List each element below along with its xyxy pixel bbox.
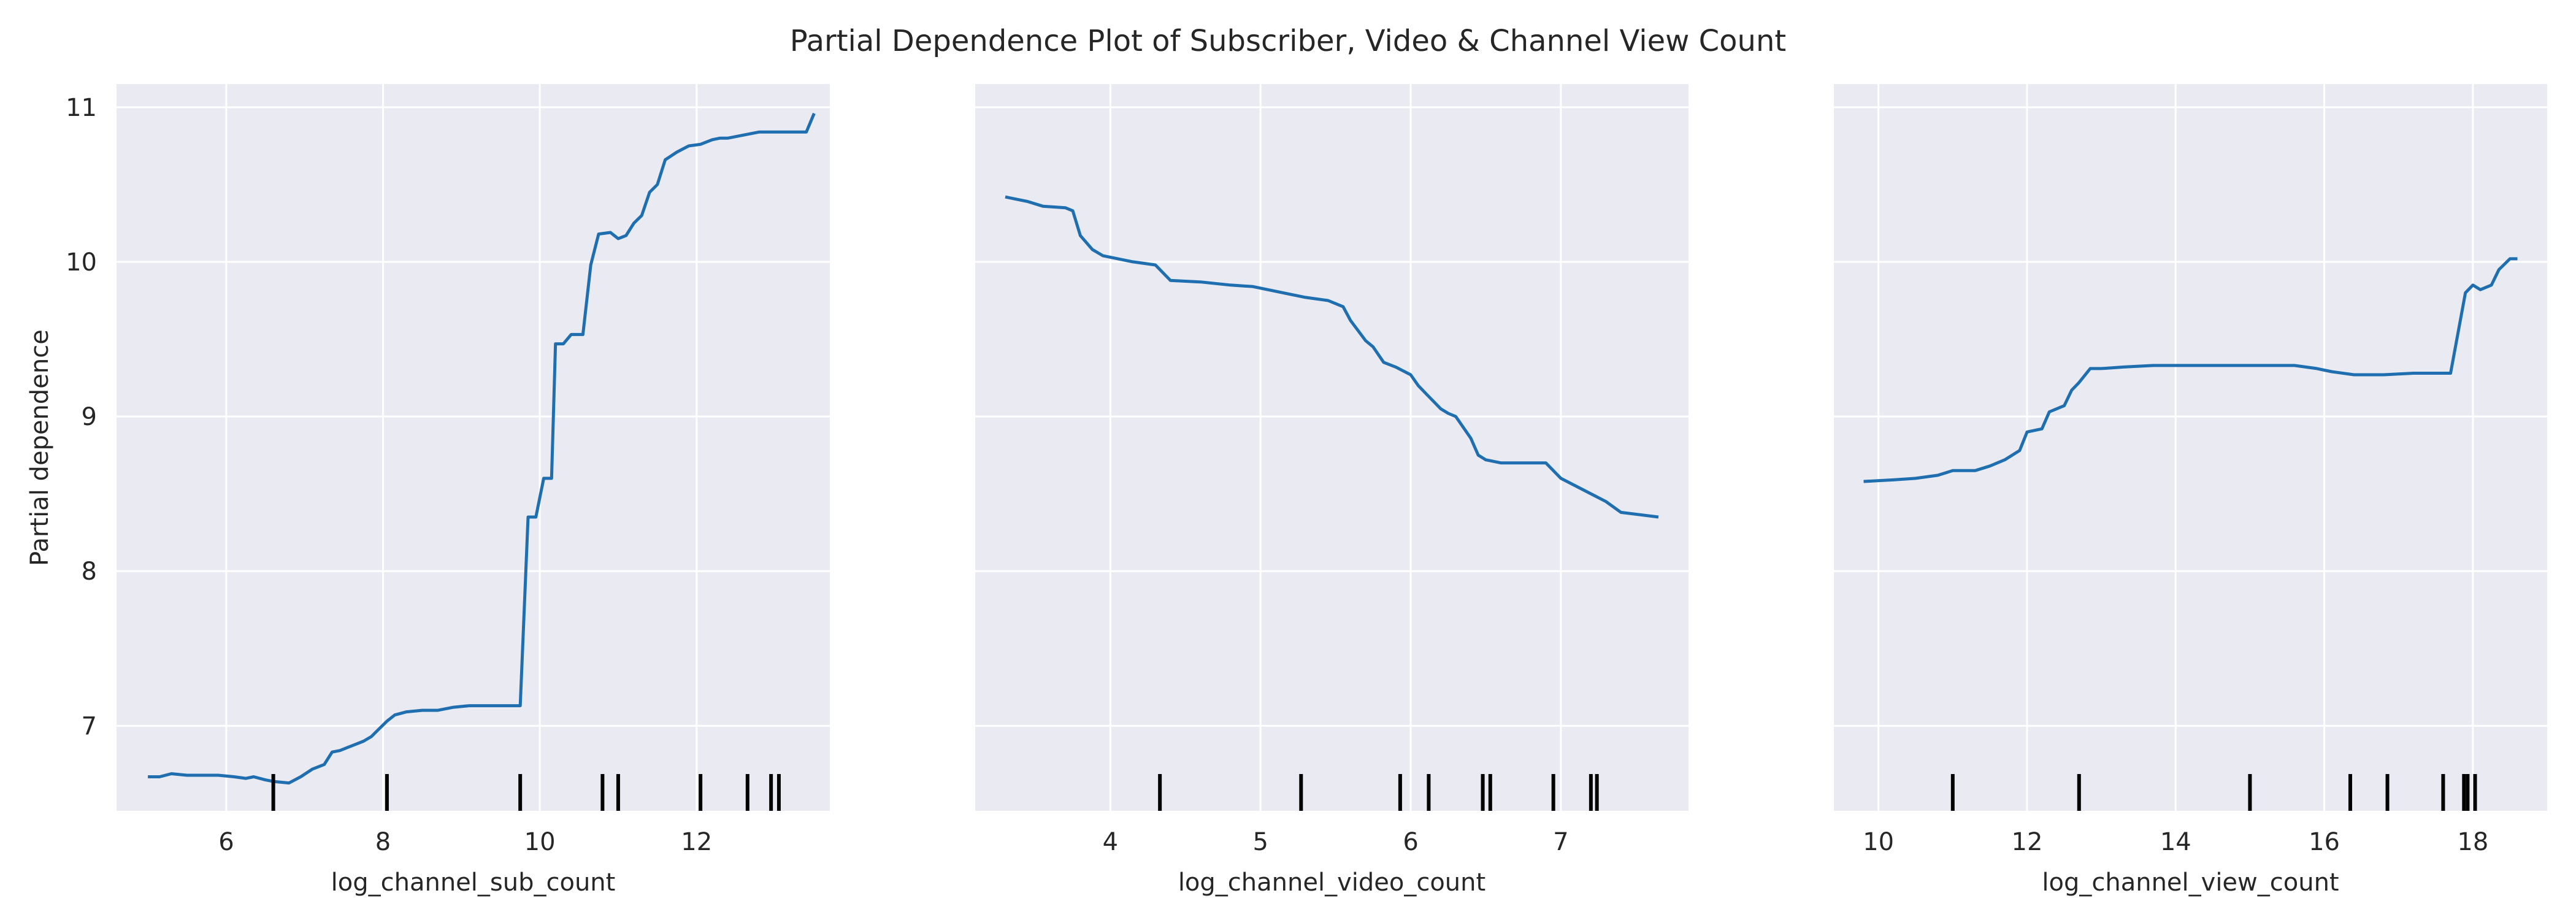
y-tick-label: 11 — [66, 94, 97, 122]
panel-3: 10 12 14 16 18 log_channel_view_count — [1834, 84, 2547, 897]
x-axis-label: log_channel_sub_count — [331, 868, 616, 897]
x-tick-label: 10 — [524, 828, 556, 856]
x-tick-label: 12 — [681, 828, 712, 856]
panel-1: 7 8 9 10 11 6 8 10 12 log_channel_sub_count — [66, 84, 830, 897]
y-tick-label: 10 — [66, 248, 97, 277]
panels: 7 8 9 10 11 6 8 10 12 log_channel_sub_count 4 5 6 7 lo… — [66, 84, 2547, 897]
x-tick-label: 4 — [1103, 828, 1118, 856]
y-axis-label: Partial dependence — [26, 329, 54, 566]
partial-dependence-line — [1863, 257, 2518, 483]
x-tick-label: 16 — [2309, 828, 2340, 856]
x-tick-label: 12 — [2012, 828, 2043, 856]
x-tick-label: 10 — [1863, 828, 1894, 856]
x-axis-label: log_channel_view_count — [2042, 868, 2339, 897]
partial-dependence-line — [148, 112, 816, 785]
x-tick-label: 8 — [375, 828, 391, 856]
x-tick-label: 18 — [2457, 828, 2488, 856]
x-tick-label: 14 — [2160, 828, 2191, 856]
panel-2: 4 5 6 7 log_channel_video_count — [975, 84, 1689, 897]
figure-title: Partial Dependence Plot of Subscriber, V… — [790, 24, 1786, 58]
x-tick-label: 6 — [1403, 828, 1418, 856]
x-tick-label: 7 — [1553, 828, 1568, 856]
x-axis-label: log_channel_video_count — [1178, 868, 1485, 897]
y-tick-label: 8 — [82, 558, 97, 586]
y-tick-label: 9 — [82, 403, 97, 431]
plot-area — [1834, 84, 2547, 811]
partial-dependence-line — [1005, 195, 1659, 519]
plot-area — [975, 84, 1689, 811]
x-tick-label: 6 — [218, 828, 234, 856]
x-tick-label: 5 — [1252, 828, 1268, 856]
y-tick-label: 7 — [82, 712, 97, 740]
plot-area — [117, 84, 830, 811]
